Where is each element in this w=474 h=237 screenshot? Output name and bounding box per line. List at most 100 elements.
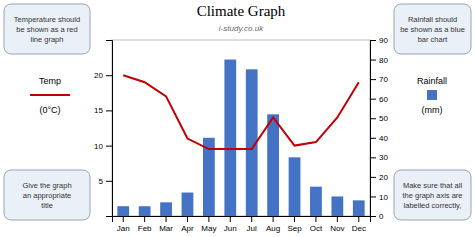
tick: 0: [370, 212, 384, 221]
bar-series: [117, 60, 364, 216]
tick-mark: [106, 146, 112, 147]
tick: 10: [94, 142, 112, 151]
tick-mark: [370, 79, 376, 80]
tick-label: 10: [94, 142, 103, 151]
bubble-box: [4, 170, 90, 220]
speech-bubble: Temperature shouldbe shown as a redline …: [4, 4, 90, 54]
tick-label: 60: [379, 95, 388, 104]
tick: Feb: [138, 216, 152, 233]
tick-label: Jun: [224, 224, 237, 233]
chart: JanFebMarAprMayJunJulAugSepOctNovDec5101…: [0, 0, 474, 237]
tick: Nov: [330, 216, 344, 233]
bar: [267, 114, 279, 216]
legend: Rainfall(mm): [417, 76, 447, 115]
tick-label: 20: [94, 71, 103, 80]
marks: [117, 60, 364, 216]
tick-mark: [370, 138, 376, 139]
y-axis: 5 10 15 20: [94, 41, 112, 217]
tick-label: 50: [379, 114, 388, 123]
tick-mark: [106, 75, 112, 76]
bar: [310, 187, 322, 216]
tick-mark: [273, 216, 274, 222]
tick-mark: [123, 216, 124, 222]
tick-mark: [370, 216, 376, 217]
tick-mark: [251, 216, 252, 222]
bubble-box: [394, 170, 471, 220]
line: [123, 75, 359, 149]
tick: Sep: [287, 216, 302, 233]
tick: 10: [370, 193, 388, 202]
annotation: Temperature shouldbe shown as a redline …: [14, 15, 80, 44]
tick: 5: [99, 177, 112, 186]
y2-axis: 0 10 20 30 40 50 60 70 80 90: [370, 36, 388, 221]
tick-label: Nov: [330, 224, 344, 233]
tick-mark: [106, 181, 112, 182]
tick-mark: [208, 216, 209, 222]
subtitle: i-study.co.uk: [219, 24, 264, 33]
tick: 20: [370, 173, 388, 182]
tick-mark: [370, 118, 376, 119]
tick: 60: [370, 95, 388, 104]
tick-label: Jan: [117, 224, 130, 233]
tick-label: Dec: [352, 224, 366, 233]
x-axis: JanFebMarAprMayJunJulAugSepOctNovDec: [113, 216, 371, 233]
axis-line: [371, 41, 377, 217]
tick: Apr: [181, 216, 194, 233]
tick-label: 70: [379, 75, 388, 84]
speech-bubble: Make sure that allthe graph axis arelabe…: [394, 170, 471, 220]
tick-mark: [370, 60, 376, 61]
bar: [331, 196, 343, 216]
bubble-box: [4, 4, 90, 54]
tick: 50: [370, 114, 388, 123]
tick-mark: [370, 177, 376, 178]
tick: Jun: [224, 216, 237, 233]
tick: 40: [370, 134, 388, 143]
tick-label: Sep: [287, 224, 302, 233]
tick: Aug: [266, 216, 280, 233]
axis-line: [106, 41, 113, 217]
tick-label: Oct: [310, 224, 323, 233]
tick-mark: [144, 216, 145, 222]
tick-mark: [370, 196, 376, 197]
bubble-box: [394, 4, 471, 54]
tick-mark: [370, 157, 376, 158]
tick-label: Feb: [138, 224, 152, 233]
tick: 30: [370, 153, 388, 162]
tick-label: 15: [94, 106, 103, 115]
tick: Dec: [352, 216, 366, 233]
tick: Oct: [310, 216, 323, 233]
tick-label: 40: [379, 134, 388, 143]
tick-label: May: [201, 224, 216, 233]
legend: Temp(0°C): [30, 76, 70, 115]
legend-label: Rainfall: [417, 76, 447, 86]
tick: 80: [370, 56, 388, 65]
tick-label: 0: [379, 212, 384, 221]
annotation: Give the graphan appropriatetitle: [22, 181, 71, 210]
speech-bubble: Rainfall shouldbe shown as a bluebar cha…: [394, 4, 471, 54]
plot-frame: [112, 40, 370, 216]
plot-area: JanFebMarAprMayJunJulAugSepOctNovDec5101…: [94, 36, 388, 233]
annotation: Rainfall shouldbe shown as a bluebar cha…: [400, 15, 465, 44]
tick-mark: [166, 216, 167, 222]
speech-bubble: Give the graphan appropriatetitle: [4, 170, 90, 220]
tick-mark: [294, 216, 295, 222]
title: Climate Graph: [197, 3, 286, 19]
tick-mark: [230, 216, 231, 222]
tick-label: Mar: [159, 224, 173, 233]
tick-mark: [337, 216, 338, 222]
legend-label: Temp: [39, 76, 61, 86]
tick-mark: [315, 216, 316, 222]
tick-mark: [370, 99, 376, 100]
tick-label: 80: [379, 56, 388, 65]
bar: [182, 193, 194, 216]
tick: 15: [94, 106, 112, 115]
tick-mark: [106, 110, 112, 111]
tick: 20: [94, 71, 112, 80]
tick-label: 5: [99, 177, 104, 186]
tick-mark: [370, 40, 376, 41]
tick-label: 90: [379, 36, 388, 45]
axis-line: [113, 217, 371, 223]
tick-mark: [187, 216, 188, 222]
legend-swatch: [427, 90, 437, 100]
bar: [160, 202, 172, 216]
